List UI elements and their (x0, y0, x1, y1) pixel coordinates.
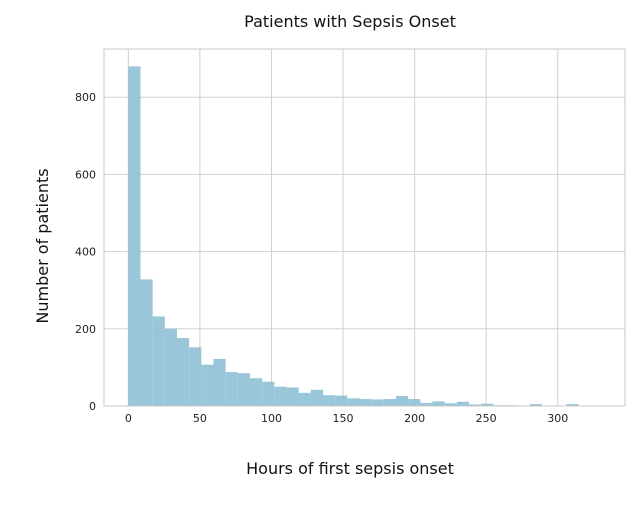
histogram-bar (566, 404, 579, 406)
y-tick-label: 0 (89, 400, 96, 413)
bars (128, 66, 579, 407)
x-tick-label: 100 (261, 412, 282, 425)
histogram-bar (213, 358, 226, 406)
histogram-bar (274, 386, 287, 406)
y-axis-label: Number of patients (33, 168, 52, 323)
x-tick-label: 300 (547, 412, 568, 425)
histogram-bar (164, 328, 177, 406)
histogram-bar (140, 279, 153, 406)
y-tick-label: 400 (75, 246, 96, 259)
chart-title: Patients with Sepsis Onset (244, 12, 456, 31)
histogram-bar (310, 389, 323, 406)
histogram-bar (322, 395, 336, 406)
y-tick-label: 200 (75, 323, 96, 336)
x-tick-label: 50 (193, 412, 207, 425)
histogram-bar (529, 404, 542, 406)
histogram-bar (359, 399, 372, 406)
histogram-bar (468, 404, 482, 406)
histogram-bar (201, 364, 214, 406)
histogram-bar (456, 401, 469, 406)
histogram-bar (262, 381, 275, 406)
histogram-bar (383, 399, 396, 406)
histogram-bar (298, 392, 311, 406)
tick-labels: 0 50 100 150 200 250 300 0 200 400 600 800 (75, 91, 568, 425)
histogram-bar (408, 399, 421, 406)
histogram-bar (444, 403, 457, 406)
histogram-bar (286, 387, 299, 406)
y-tick-label: 600 (75, 168, 96, 181)
histogram-bar (347, 398, 360, 406)
x-tick-label: 250 (476, 412, 497, 425)
histogram-bar (420, 402, 433, 406)
histogram-bar (395, 395, 409, 406)
x-tick-label: 200 (404, 412, 425, 425)
histogram-bar (249, 378, 263, 406)
x-tick-label: 0 (125, 412, 132, 425)
histogram-bar (128, 66, 141, 407)
histogram-bar (176, 338, 190, 406)
x-tick-label: 150 (333, 412, 354, 425)
plot-frame (103, 48, 626, 407)
histogram-bar (335, 395, 348, 406)
x-axis-label: Hours of first sepsis onset (246, 459, 454, 478)
histogram-bar (237, 373, 250, 406)
histogram-bar (189, 347, 202, 406)
histogram-bar (432, 401, 445, 406)
histogram-bar (481, 403, 494, 406)
histogram-bar (371, 399, 384, 406)
histogram-bar (225, 372, 238, 406)
histogram-bar (152, 316, 165, 406)
grid (104, 49, 625, 407)
y-tick-label: 800 (75, 91, 96, 104)
